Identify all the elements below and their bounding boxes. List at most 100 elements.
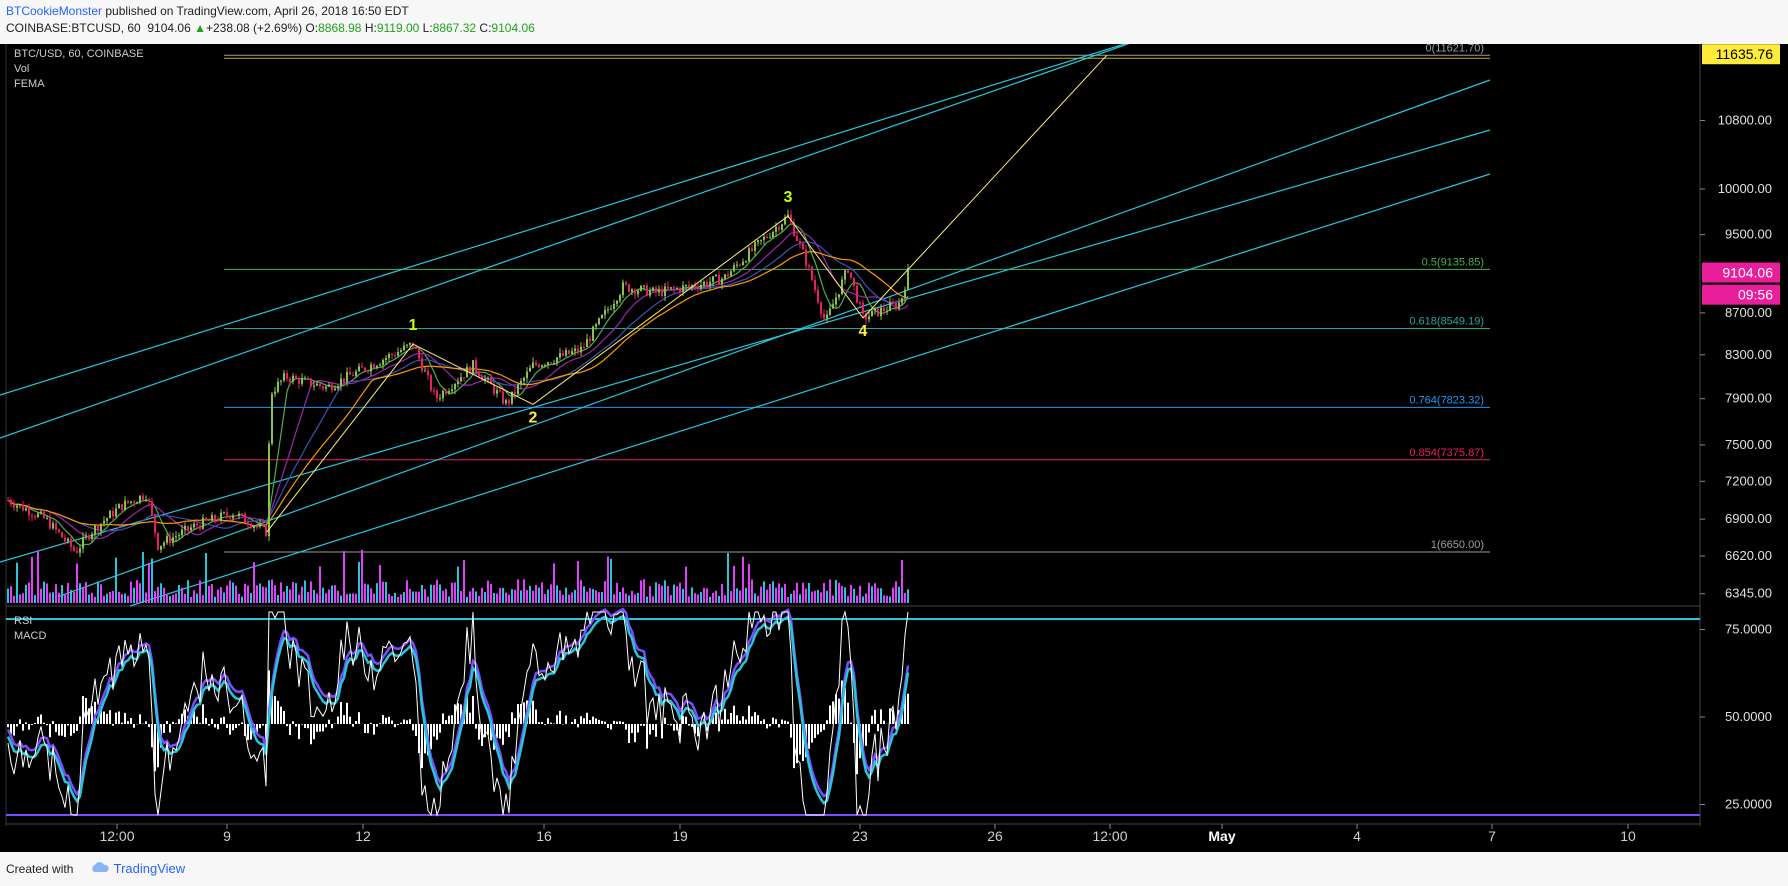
time-axis[interactable]: 12:00 9 12 16 19 23 26 12:00 May 4 7 10 bbox=[99, 824, 1636, 844]
volume-bar bbox=[631, 590, 633, 603]
candle-body bbox=[880, 307, 882, 317]
candle-body bbox=[727, 274, 729, 277]
volume-bar bbox=[763, 581, 765, 603]
volume-bar bbox=[685, 566, 687, 603]
volume-bar bbox=[784, 583, 786, 603]
candle-body bbox=[523, 378, 525, 381]
macd-bar bbox=[547, 718, 549, 724]
candle-body bbox=[691, 285, 693, 287]
macd-bar bbox=[124, 712, 126, 724]
macd-bar bbox=[829, 705, 831, 724]
macd-bar bbox=[289, 724, 291, 735]
volume-bar bbox=[61, 585, 63, 603]
candle-body bbox=[220, 512, 222, 521]
macd-bar bbox=[574, 719, 576, 724]
macd-bar bbox=[715, 712, 717, 724]
macd-bar bbox=[43, 722, 45, 724]
volume-bar bbox=[733, 565, 735, 603]
rsi-tick-label-2: 25.0000 bbox=[1725, 797, 1772, 812]
volume-bar bbox=[301, 586, 303, 603]
wave-label-3: 3 bbox=[784, 189, 793, 206]
volume-bar bbox=[529, 585, 531, 603]
candle-body bbox=[622, 282, 624, 296]
candle-body bbox=[706, 281, 708, 286]
volume-bar bbox=[493, 592, 495, 603]
volume-bar bbox=[742, 556, 744, 603]
candle-body bbox=[58, 529, 60, 533]
candle-body bbox=[121, 504, 123, 511]
macd-bar bbox=[415, 724, 417, 736]
candle-body bbox=[553, 362, 555, 364]
volume-bar bbox=[394, 592, 396, 603]
candle-body bbox=[259, 524, 261, 527]
volume-bar bbox=[199, 580, 201, 603]
volume-bar bbox=[622, 587, 624, 603]
macd-bar bbox=[676, 724, 678, 731]
time-tick-label-1: 9 bbox=[223, 828, 231, 844]
macd-bar bbox=[838, 698, 840, 724]
legend-symbol: BTC/USD, 60, COINBASE bbox=[14, 48, 144, 60]
volume-bar bbox=[346, 594, 348, 603]
trend-channels[interactable] bbox=[0, 44, 1491, 607]
macd-bar bbox=[580, 716, 582, 724]
volume-bar bbox=[439, 584, 441, 603]
candle-body bbox=[886, 310, 888, 312]
author-link[interactable]: BTCookieMonster bbox=[6, 4, 103, 18]
volume-bar bbox=[532, 590, 534, 603]
volume-bar bbox=[718, 595, 720, 603]
price-axis[interactable]: 10800.00 10000.00 9500.00 8700.00 8300.00 790… bbox=[1700, 44, 1780, 601]
elliott-waves[interactable] bbox=[266, 54, 1108, 533]
macd-bar bbox=[823, 724, 825, 730]
price-tick-label-6: 8700.00 bbox=[1725, 305, 1772, 320]
volume-bar bbox=[163, 587, 165, 603]
volume-bar bbox=[76, 563, 78, 603]
volume-bar bbox=[463, 560, 465, 603]
price-tick-label-9: 7500.00 bbox=[1725, 437, 1772, 452]
volume-bar bbox=[103, 595, 105, 603]
candle-body bbox=[457, 381, 459, 385]
volume-bar bbox=[115, 557, 117, 603]
volume-bar bbox=[682, 588, 684, 603]
macd-bar bbox=[16, 724, 18, 727]
candle-body bbox=[208, 520, 210, 522]
volume-bar bbox=[607, 556, 609, 603]
volume-bar bbox=[391, 595, 393, 603]
candle-body bbox=[586, 339, 588, 348]
candle-body bbox=[139, 495, 141, 503]
macd-bar bbox=[151, 724, 153, 748]
candle-body bbox=[427, 370, 429, 376]
macd-bar bbox=[541, 721, 543, 724]
fib-retracement[interactable]: 0(11621.70) 0.5(9135.85) 0.618(8549.19) 0.7… bbox=[224, 44, 1490, 553]
volume-bar bbox=[817, 589, 819, 603]
volume-bar bbox=[637, 592, 639, 603]
volume-bar bbox=[805, 588, 807, 603]
fib-label-2: 0.618(8549.19) bbox=[1409, 315, 1484, 327]
macd-bar bbox=[109, 710, 111, 724]
ohlc-line: COINBASE:BTCUSD, 60 9104.06 ▲+238.08 (+2… bbox=[6, 21, 535, 35]
candle-body bbox=[187, 525, 189, 531]
volume-bar bbox=[451, 582, 453, 603]
macd-bar bbox=[808, 724, 810, 749]
macd-bar bbox=[478, 724, 480, 740]
volume-bar bbox=[553, 563, 555, 603]
macd-bar bbox=[790, 724, 792, 738]
volume-bar bbox=[880, 588, 882, 603]
volume-bar bbox=[91, 592, 93, 603]
tradingview-logo[interactable]: TradingView bbox=[90, 860, 185, 876]
volume-bar bbox=[745, 587, 747, 603]
volume-bar bbox=[877, 588, 879, 603]
candle-body bbox=[811, 266, 813, 281]
candle-body bbox=[238, 513, 240, 517]
volume-bar bbox=[646, 596, 648, 603]
candle-body bbox=[754, 242, 756, 251]
volume-bar bbox=[904, 593, 906, 603]
price-chart[interactable]: 0(11621.70) 0.5(9135.85) 0.618(8549.19) 0.7… bbox=[0, 44, 1788, 852]
macd-bar bbox=[31, 724, 33, 725]
candle-body bbox=[715, 274, 717, 277]
candle-body bbox=[664, 286, 666, 296]
macd-bar bbox=[220, 717, 222, 724]
candle-body bbox=[445, 391, 447, 394]
volume-bar bbox=[385, 581, 387, 603]
volume-bar bbox=[688, 596, 690, 603]
volume-bar bbox=[424, 589, 426, 603]
